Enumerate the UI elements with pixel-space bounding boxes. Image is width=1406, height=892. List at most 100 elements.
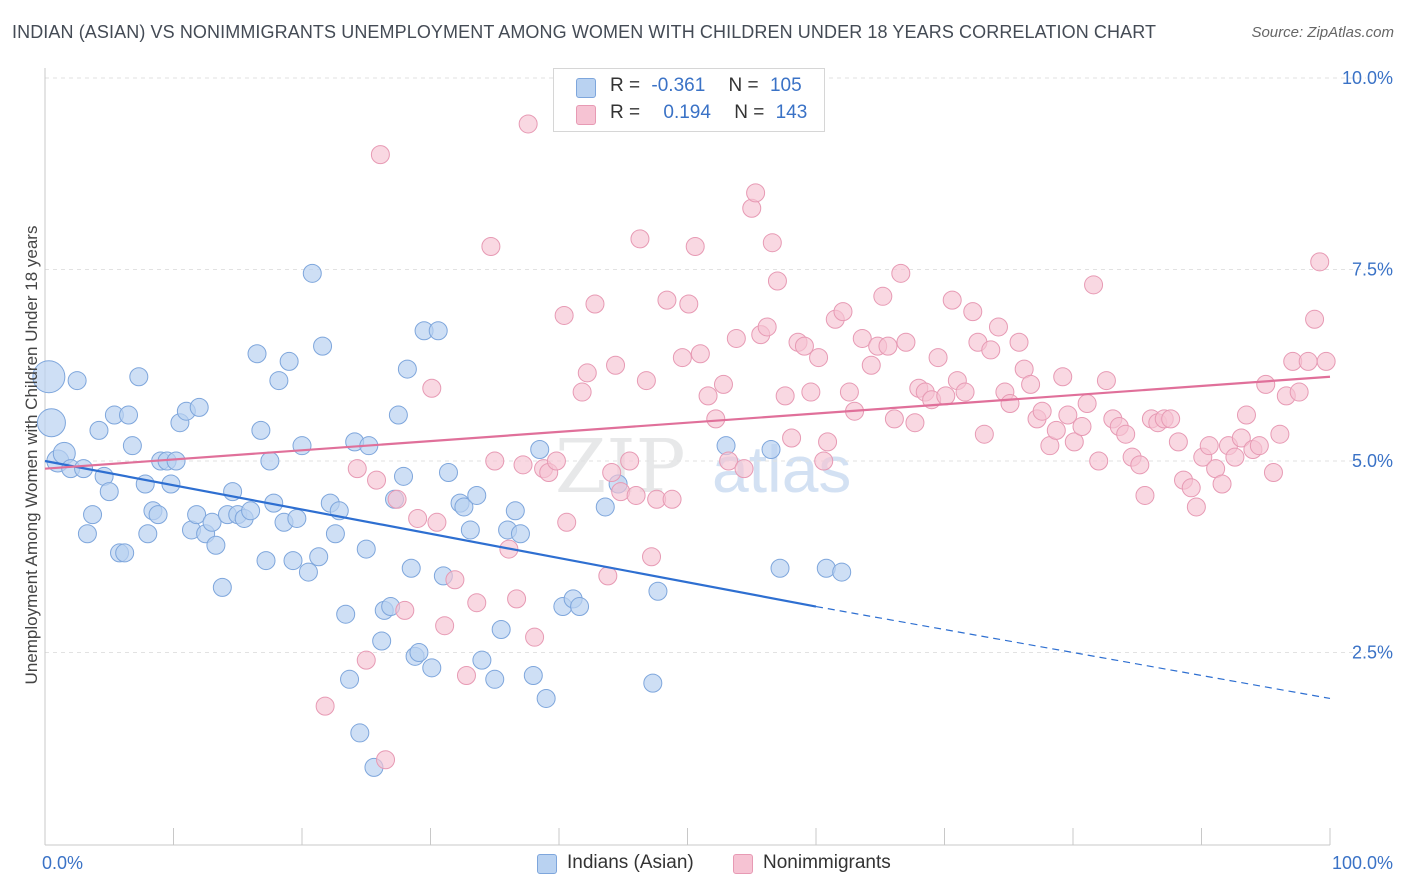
point-nonimmigrants [445, 570, 465, 590]
point-indians-asian [467, 485, 487, 505]
point-nonimmigrants [606, 355, 626, 375]
point-nonimmigrants [782, 428, 802, 448]
point-nonimmigrants [1316, 351, 1336, 371]
point-nonimmigrants [598, 566, 618, 586]
point-indians-asian [761, 440, 781, 460]
point-indians-asian [83, 505, 103, 525]
point-nonimmigrants [719, 451, 739, 471]
y-tick-label: 10.0% [1342, 68, 1393, 88]
point-nonimmigrants [1053, 367, 1073, 387]
y-tick-label: 2.5% [1352, 643, 1393, 663]
point-nonimmigrants [775, 386, 795, 406]
point-nonimmigrants [1064, 432, 1084, 452]
point-indians-asian [428, 321, 448, 341]
point-nonimmigrants [942, 290, 962, 310]
point-indians-asian [340, 669, 360, 689]
legend-n-label: N = [728, 75, 759, 96]
point-nonimmigrants [746, 183, 766, 203]
point-nonimmigrants [456, 665, 476, 685]
point-indians-asian [247, 344, 267, 364]
point-indians-asian [260, 451, 280, 471]
point-nonimmigrants [408, 508, 428, 528]
point-indians-asian [530, 440, 550, 460]
point-nonimmigrants [734, 459, 754, 479]
axes [44, 68, 1331, 846]
point-nonimmigrants [626, 485, 646, 505]
point-nonimmigrants [370, 145, 390, 165]
point-nonimmigrants [1130, 455, 1150, 475]
point-indians-asian [251, 420, 271, 440]
point-nonimmigrants [630, 229, 650, 249]
trend-lines [44, 375, 1331, 700]
point-nonimmigrants [467, 593, 487, 613]
point-indians-asian [119, 405, 139, 425]
point-indians-asian [36, 408, 66, 438]
point-nonimmigrants [672, 348, 692, 368]
tick-labels: 2.5% 5.0% 7.5% 10.0% 0.0% 100.0% [42, 68, 1393, 873]
point-indians-asian [523, 665, 543, 685]
point-nonimmigrants [852, 328, 872, 348]
point-nonimmigrants [1077, 394, 1097, 414]
point-indians-asian [269, 371, 289, 391]
point-nonimmigrants [1231, 428, 1251, 448]
point-indians-asian [77, 524, 97, 544]
bottom-legend-swatch-pink [733, 854, 753, 874]
point-nonimmigrants [620, 451, 640, 471]
point-nonimmigrants [1181, 478, 1201, 498]
point-nonimmigrants [1236, 405, 1256, 425]
point-nonimmigrants [936, 386, 956, 406]
point-indians-asian [292, 436, 312, 456]
trend-line-indians-asian [44, 459, 817, 608]
point-nonimmigrants [1116, 424, 1136, 444]
point-nonimmigrants [690, 344, 710, 364]
point-nonimmigrants [1270, 424, 1290, 444]
point-nonimmigrants [905, 413, 925, 433]
point-nonimmigrants [427, 512, 447, 532]
point-nonimmigrants [757, 317, 777, 337]
point-nonimmigrants [657, 290, 677, 310]
point-indians-asian [536, 688, 556, 708]
point-indians-asian [313, 336, 333, 356]
point-indians-asian [485, 669, 505, 689]
point-nonimmigrants [801, 382, 821, 402]
point-nonimmigrants [963, 302, 983, 322]
gridlines [45, 77, 1366, 653]
point-nonimmigrants [1161, 409, 1181, 429]
point-indians-asian [770, 558, 790, 578]
legend-r-label: R = [610, 75, 641, 96]
point-indians-asian [491, 620, 511, 640]
y-tick-label: 7.5% [1352, 260, 1393, 280]
point-nonimmigrants [873, 286, 893, 306]
point-indians-asian [256, 551, 276, 571]
legend-box: R = -0.361 N = 105 R = 0.194 N = 143 [553, 68, 825, 132]
point-indians-asian [115, 543, 135, 563]
point-nonimmigrants [1199, 436, 1219, 456]
point-nonimmigrants [896, 332, 916, 352]
point-nonimmigrants [554, 305, 574, 325]
point-nonimmigrants [861, 355, 881, 375]
series-indians-asian-points [32, 263, 852, 777]
trend-line-nonimmigrants [44, 375, 1331, 470]
series-nonimmigrants-points [315, 114, 1336, 770]
point-nonimmigrants [546, 451, 566, 471]
point-indians-asian [67, 371, 87, 391]
point-indians-asian [212, 577, 232, 597]
point-indians-asian [187, 505, 207, 525]
point-nonimmigrants [1249, 436, 1269, 456]
legend-swatch-pink [576, 105, 596, 125]
point-nonimmigrants [685, 237, 705, 257]
y-tick-label: 5.0% [1352, 451, 1393, 471]
point-indians-asian [505, 501, 525, 521]
point-indians-asian [122, 436, 142, 456]
point-indians-asian [570, 597, 590, 617]
point-indians-asian [202, 512, 222, 532]
point-nonimmigrants [367, 470, 387, 490]
point-indians-asian [309, 547, 329, 567]
point-indians-asian [454, 497, 474, 517]
x-tick-label: 100.0% [1332, 853, 1393, 873]
legend-r-value-nonimmigrants: 0.194 [663, 102, 711, 123]
point-nonimmigrants [1168, 432, 1188, 452]
point-nonimmigrants [356, 650, 376, 670]
point-nonimmigrants [481, 237, 501, 257]
point-nonimmigrants [1046, 420, 1066, 440]
